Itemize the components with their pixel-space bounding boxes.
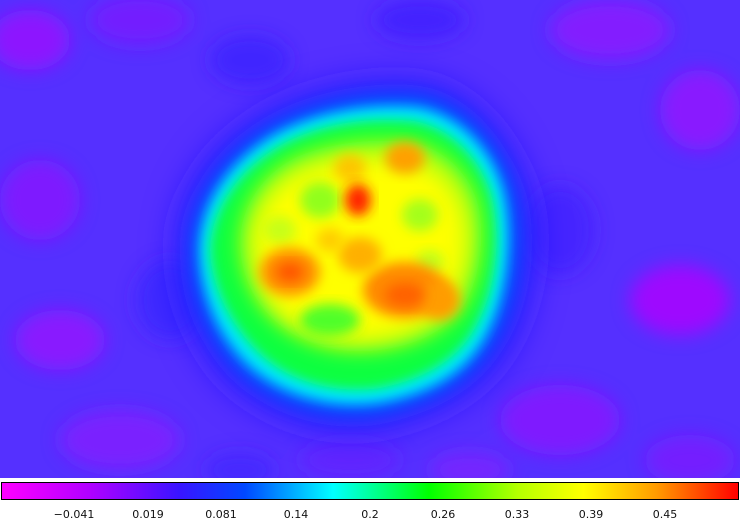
- colorbar-tick-label: 0.019: [132, 508, 164, 521]
- colorbar-tick-label: −0.041: [53, 508, 95, 521]
- source-emission: [179, 84, 533, 428]
- colorbar-tick-label: 0.39: [578, 508, 604, 521]
- colorbar-tick-label: 0.2: [361, 508, 379, 521]
- colorbar: −0.041 0.019 0.081 0.14 0.2 0.26 0.33 0.…: [0, 478, 740, 528]
- colorbar-tick-label: 0.26: [430, 508, 456, 521]
- colorbar-tick-label: 0.45: [652, 508, 678, 521]
- colorbar-tick-label: 0.33: [504, 508, 530, 521]
- background-noise: [0, 0, 740, 478]
- heatmap-image: [0, 0, 740, 478]
- heatmap-svg: [0, 0, 740, 478]
- colorbar-gradient: [1, 482, 739, 500]
- colorbar-tick-label: 0.081: [205, 508, 237, 521]
- colorbar-tick-label: 0.14: [283, 508, 309, 521]
